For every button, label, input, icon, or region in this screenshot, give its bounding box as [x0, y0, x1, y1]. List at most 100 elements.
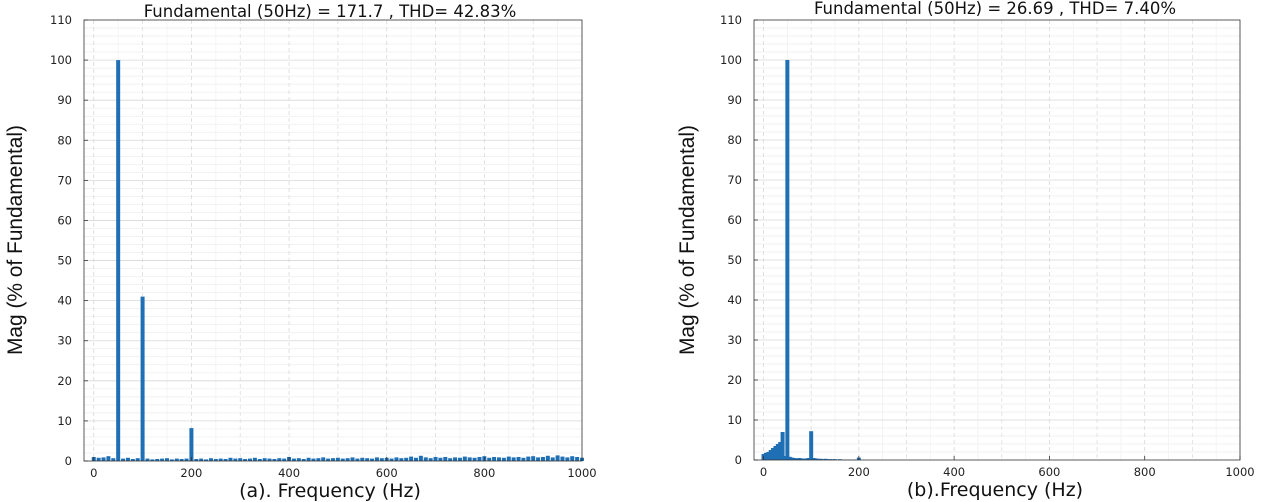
y-tick-label: 100 — [720, 53, 742, 67]
bar — [218, 458, 223, 461]
bar — [394, 457, 399, 461]
bar — [778, 442, 783, 460]
bar — [306, 457, 311, 461]
bar — [199, 458, 204, 461]
bar — [179, 458, 184, 461]
bar — [409, 456, 414, 461]
bar — [135, 458, 140, 461]
bar — [497, 457, 501, 461]
y-tick-label: 110 — [50, 13, 72, 27]
bar — [96, 457, 101, 461]
bar — [252, 457, 257, 461]
x-tick-label: 400 — [943, 465, 965, 479]
bar — [443, 456, 448, 461]
bar — [374, 457, 379, 461]
x-tick-label: 400 — [278, 466, 300, 480]
bar — [379, 458, 384, 461]
y-tick-label: 70 — [727, 173, 742, 187]
chart-a-x-axis-label: (a). Frequency (Hz) — [239, 480, 421, 502]
x-tick-label: 600 — [376, 466, 398, 480]
bar — [418, 455, 423, 461]
y-tick-label: 70 — [57, 173, 72, 187]
bar — [782, 456, 787, 460]
x-tick-label: 1000 — [567, 466, 596, 480]
bar — [550, 457, 555, 461]
bar — [792, 458, 797, 460]
bar — [806, 458, 811, 460]
bar — [472, 457, 477, 461]
bar — [531, 456, 536, 461]
bar — [399, 458, 404, 461]
bar — [433, 456, 438, 461]
y-tick-label: 80 — [727, 133, 742, 147]
bar — [775, 444, 780, 460]
bar — [204, 459, 209, 461]
chart-b-plot-area — [754, 20, 1240, 460]
bar — [780, 432, 785, 460]
bar — [267, 458, 272, 461]
bar — [438, 457, 443, 461]
x-tick-label: 200 — [848, 465, 870, 479]
bar — [414, 457, 418, 461]
bar — [365, 458, 370, 461]
bar — [487, 457, 492, 461]
bar — [350, 457, 355, 461]
y-tick-label: 110 — [720, 13, 742, 27]
bar — [223, 458, 228, 461]
y-tick-label: 0 — [65, 454, 72, 468]
bar — [771, 448, 776, 460]
y-tick-label: 50 — [57, 254, 72, 268]
bar — [257, 458, 262, 461]
chart-a: 0 10 20 30 40 50 60 70 80 90 100 110 0 200 400 600 800 10… — [4, 2, 597, 502]
bar — [813, 458, 818, 460]
chart-b-y-axis-label: Mag (% of Fundamental) — [676, 125, 699, 355]
bar — [321, 457, 326, 461]
y-tick-label: 30 — [57, 334, 72, 348]
bar — [311, 458, 316, 461]
bar — [301, 458, 306, 461]
x-tick-label: 800 — [473, 466, 495, 480]
bar — [453, 457, 458, 461]
chart-a-bars — [91, 60, 584, 461]
x-tick-label: 0 — [760, 465, 767, 479]
bar — [189, 428, 194, 461]
bar — [262, 458, 267, 461]
bar — [155, 458, 160, 461]
bar — [823, 458, 828, 460]
y-tick-label: 100 — [50, 53, 72, 67]
bar — [248, 458, 252, 461]
x-tick-label: 1000 — [1225, 465, 1254, 479]
bar — [766, 452, 771, 460]
bar — [492, 456, 497, 461]
bar — [467, 457, 472, 461]
bar — [238, 458, 243, 461]
bar — [106, 456, 111, 461]
bar — [101, 457, 106, 461]
bar — [140, 296, 145, 461]
bar — [790, 457, 795, 460]
bar — [802, 458, 807, 460]
bar — [296, 458, 301, 461]
chart-b: 0 10 20 30 40 50 60 70 80 90 100 110 0 200 400 600 800 10… — [676, 0, 1255, 501]
bar — [560, 456, 565, 461]
y-tick-label: 80 — [57, 133, 72, 147]
y-tick-label: 90 — [727, 93, 742, 107]
bar — [130, 458, 135, 461]
bar — [804, 458, 809, 460]
bar — [565, 457, 570, 461]
bar — [773, 446, 778, 460]
bar — [794, 458, 799, 460]
bar — [501, 457, 506, 461]
y-tick-label: 20 — [727, 373, 742, 387]
bar — [511, 457, 516, 461]
bar — [457, 457, 462, 461]
x-tick-label: 600 — [1038, 465, 1060, 479]
chart-a-plot-area — [84, 20, 582, 461]
bar — [184, 458, 189, 461]
y-tick-label: 90 — [57, 93, 72, 107]
bar — [165, 458, 169, 461]
bar — [277, 458, 282, 461]
bar — [811, 458, 816, 460]
y-tick-label: 50 — [727, 253, 742, 267]
bar — [125, 457, 130, 461]
